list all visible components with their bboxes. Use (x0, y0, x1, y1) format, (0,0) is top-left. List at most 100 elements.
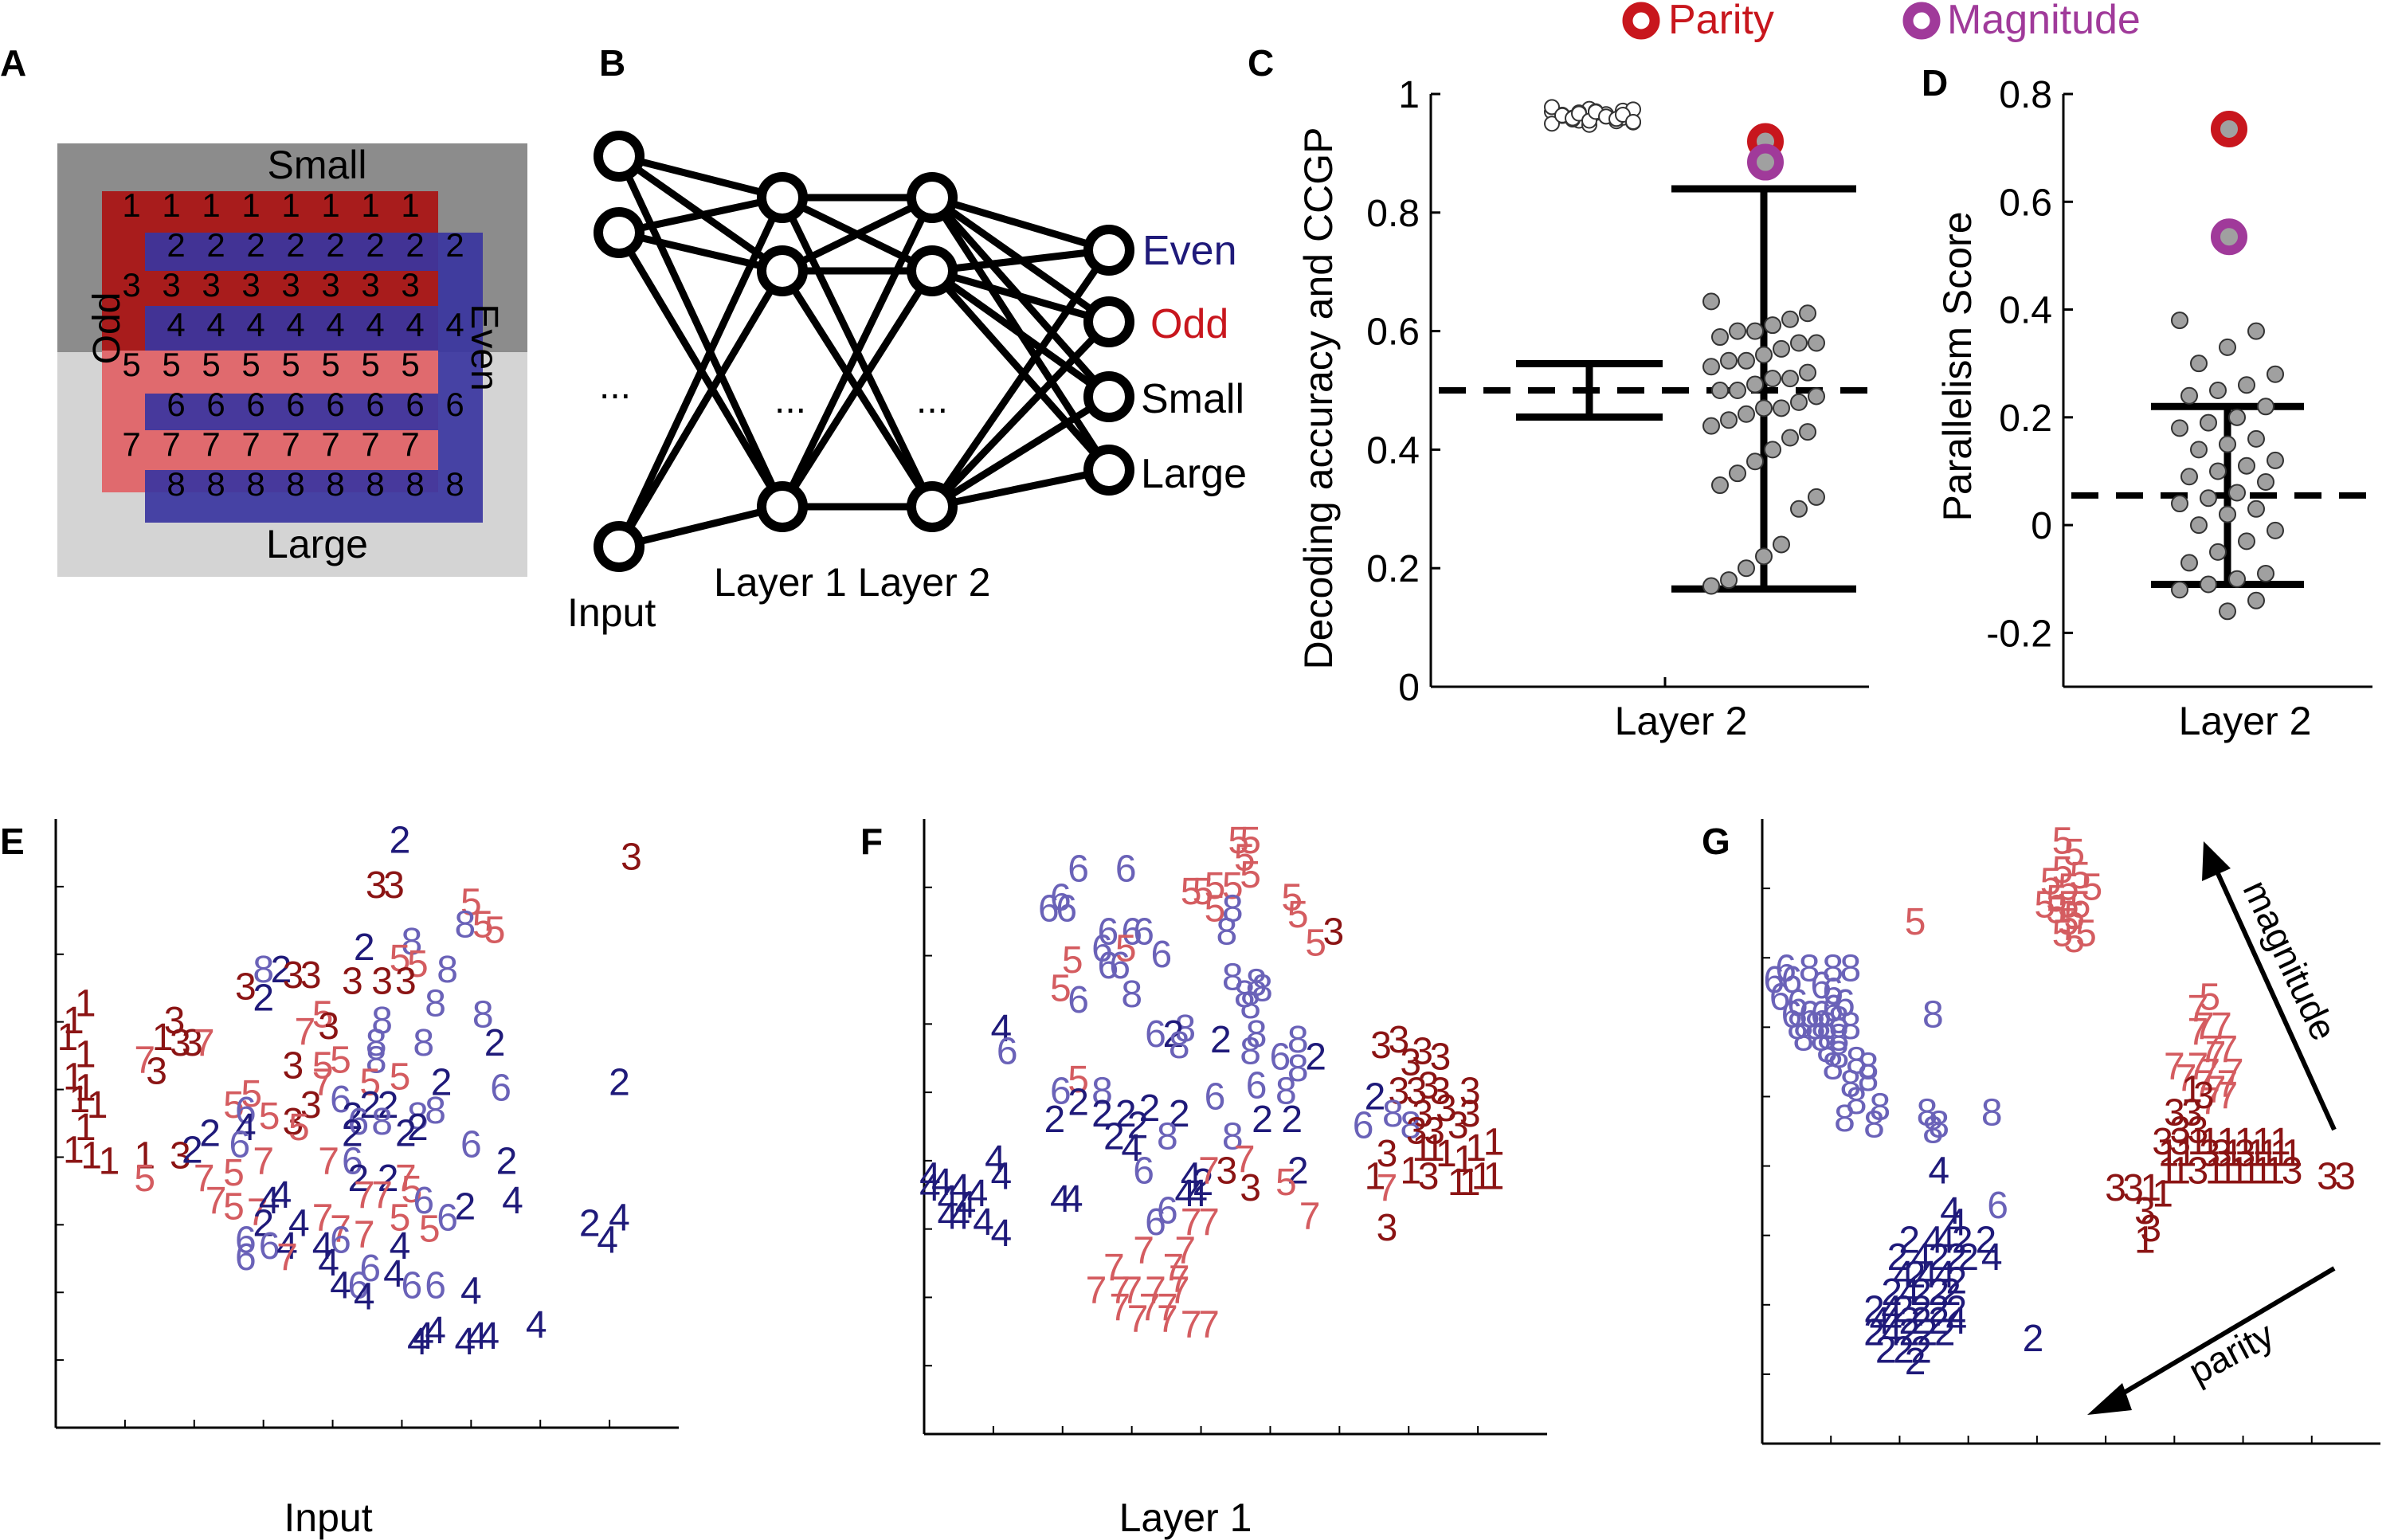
g-digit-point-7: 7 (2205, 1069, 2227, 1111)
f-digit-point-7: 7 (1103, 1247, 1125, 1289)
e-digit-point-3: 3 (283, 954, 304, 997)
g-digit-point-1: 1 (2223, 1133, 2244, 1175)
d-null-point (2247, 322, 2265, 340)
e-digit-point-8: 8 (371, 1101, 393, 1143)
f-digit-point-6: 6 (1151, 934, 1173, 976)
digit-row-3-glyph: 3 (241, 266, 260, 304)
g-digit-point-8: 8 (1922, 1110, 1944, 1152)
f-digit-point-3: 3 (1406, 1070, 1428, 1112)
digit-row-6-glyph: 6 (406, 386, 424, 423)
f-digit-point-4: 4 (967, 1173, 989, 1215)
e-digit-point-2: 2 (354, 927, 375, 969)
g-digit-point-6: 6 (1811, 993, 1832, 1036)
g-digit-point-3: 3 (2188, 1110, 2209, 1152)
g-digit-point-2: 2 (1898, 1312, 1920, 1354)
g-digit-point-8: 8 (1869, 1086, 1890, 1128)
f-digit-point-8: 8 (1252, 968, 1273, 1010)
g-digit-point-3: 3 (2282, 1150, 2303, 1192)
g-digit-point-5: 5 (2070, 855, 2091, 897)
f-digit-point-4: 4 (949, 1196, 970, 1238)
e-digit-point-5: 5 (312, 994, 334, 1036)
digit-row-6-glyph: 6 (206, 386, 225, 423)
network-edge (618, 194, 783, 237)
g-digit-point-1: 1 (2158, 1133, 2180, 1175)
e-digit-point-5: 5 (330, 1039, 351, 1081)
f-digit-point-3: 3 (1216, 1150, 1237, 1192)
f-digit-point-3: 3 (1418, 1156, 1440, 1198)
e-digit-point-7: 7 (330, 1209, 351, 1251)
digit-row-6-glyph: 6 (445, 386, 464, 423)
f-digit-point-5: 5 (1305, 923, 1326, 965)
digit-row-7-glyph: 7 (241, 425, 260, 463)
g-digit-point-4: 4 (1946, 1202, 1968, 1244)
f-digit-point-7: 7 (1169, 1270, 1190, 1312)
panel-letter-c: C (1248, 42, 1274, 84)
digit-row-3-glyph: 3 (202, 266, 220, 304)
network-edge (778, 196, 936, 508)
f-digit-point-8: 8 (1240, 1030, 1261, 1072)
d-y-tick-label: 0.6 (1999, 182, 2052, 224)
g-digit-point-2: 2 (1928, 1289, 1949, 1331)
digit-row-3-glyph: 3 (361, 266, 379, 304)
g-digit-point-4: 4 (1881, 1300, 1902, 1342)
g-digit-point-2: 2 (1898, 1219, 1920, 1261)
g-digit-point-8: 8 (1858, 1046, 1879, 1088)
g-digit-point-6: 6 (1799, 993, 1820, 1036)
f-digit-point-5: 5 (1068, 1059, 1089, 1101)
e-digit-point-4: 4 (609, 1197, 630, 1239)
e-digit-point-4: 4 (526, 1304, 547, 1346)
f-digit-point-4: 4 (973, 1201, 994, 1244)
f-digit-point-8: 8 (1174, 1008, 1196, 1050)
g-digit-point-6: 6 (1781, 959, 1803, 1001)
digit-row-4-glyph: 4 (206, 306, 225, 343)
f-digit-point-6: 6 (1205, 1076, 1226, 1119)
legend-magnitude-label: Magnitude (1947, 0, 2141, 43)
e-digit-point-5: 5 (402, 1169, 423, 1211)
f-digit-point-8: 8 (1382, 1093, 1404, 1135)
g-digit-point-8: 8 (1787, 1005, 1808, 1048)
digit-row-7-glyph: 7 (401, 425, 419, 463)
f-digit-point-3: 3 (1406, 1110, 1428, 1152)
f-digit-point-2: 2 (1127, 1104, 1149, 1146)
e-digit-point-3: 3 (383, 864, 405, 907)
e-digit-point-6: 6 (347, 1101, 369, 1143)
f-xlabel: Layer 1 (1119, 1495, 1252, 1540)
g-digit-point-3: 3 (2169, 1110, 2191, 1152)
e-digit-point-1: 1 (87, 1084, 108, 1127)
e-digit-point-6: 6 (460, 1123, 482, 1166)
c-ccgp-null-point (1773, 535, 1790, 554)
parity-arrow-line (2114, 1266, 2336, 1400)
f-digit-point-4: 4 (937, 1196, 958, 1238)
e-digit-point-1: 1 (99, 1141, 120, 1183)
c-ccgp-null-point (1773, 339, 1790, 358)
g-digit-point-2: 2 (1917, 1312, 1938, 1354)
e-digit-point-1: 1 (75, 1068, 96, 1110)
g-digit-point-8: 8 (1822, 947, 1843, 989)
e-digit-point-4: 4 (318, 1242, 339, 1284)
f-digit-point-6: 6 (1091, 928, 1113, 970)
digit-row-6-glyph: 6 (286, 386, 304, 423)
e-digit-point-6: 6 (342, 1141, 363, 1183)
input-layer-label: Input (567, 590, 656, 635)
c-ccgp-null-point (1729, 322, 1746, 340)
f-digit-point-8: 8 (1400, 1104, 1421, 1146)
f-digit-point-1: 1 (1424, 1127, 1445, 1170)
network-edge (929, 248, 1112, 509)
g-digit-point-4: 4 (1869, 1300, 1890, 1342)
digit-rows: 1 1 1 1 1 1 1 12 2 2 2 2 2 2 23 3 3 3 3 3 3 34 4 4 4 4 4 4 45 5 5 5 5 5 5 5… (122, 186, 464, 503)
large-label: Large (266, 522, 368, 566)
c-ccgp-null-point (1781, 310, 1799, 328)
e-digit-point-3: 3 (182, 1022, 203, 1064)
layer1-ellipsis: ... (774, 379, 806, 421)
digit-row-5-glyph: 5 (241, 346, 260, 383)
e-digit-point-2: 2 (390, 819, 411, 861)
c-ccgp-null-point (1702, 292, 1720, 311)
d-null-point (2219, 505, 2236, 523)
d-null-point (2257, 472, 2274, 491)
g-digit-point-2: 2 (1910, 1300, 1932, 1342)
e-digit-point-4: 4 (390, 1225, 411, 1268)
g-digit-point-3: 3 (2317, 1156, 2338, 1198)
f-digit-point-6: 6 (997, 1030, 1018, 1072)
g-digit-point-1: 1 (2235, 1121, 2256, 1163)
f-digit-point-3: 3 (1459, 1070, 1481, 1112)
